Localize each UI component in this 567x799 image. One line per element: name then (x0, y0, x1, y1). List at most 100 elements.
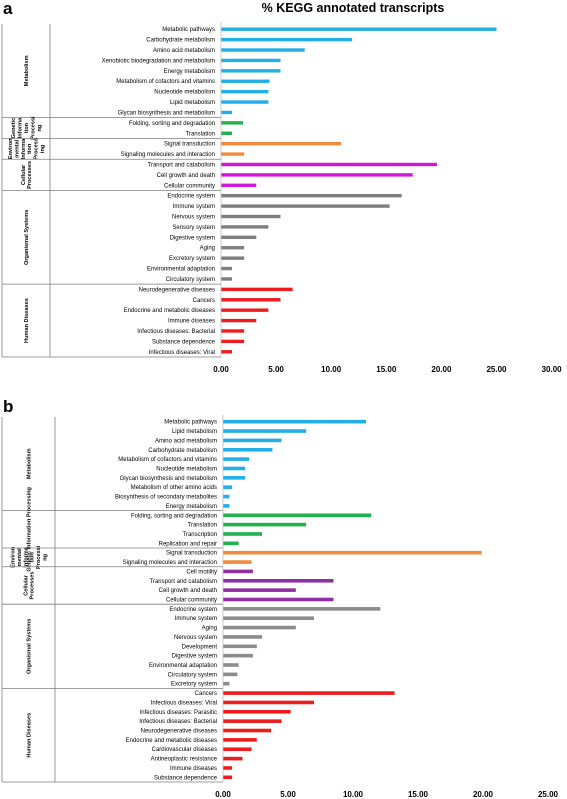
bar (221, 58, 281, 63)
x-tick-label: 20.00 (431, 365, 452, 374)
category-label: Circulatory system (166, 277, 215, 283)
bar (223, 513, 372, 518)
category-label: Glycan biosynthesis and metabolism (118, 110, 215, 116)
group-label-line: Processes (27, 161, 33, 189)
category-label: Carbohydrate metabolism (146, 38, 215, 44)
bar (221, 339, 245, 344)
category-label: Endocrine system (167, 194, 215, 200)
category-label: Amino acid metabolism (153, 48, 215, 54)
category-label: Nucleotide metabolism (156, 466, 217, 472)
category-label: Excretory system (171, 682, 217, 688)
category-label: Cell growth and death (159, 588, 217, 594)
category-label: Metabolism of cofactors and vitamins (116, 79, 215, 85)
x-tick-label: 10.00 (321, 365, 342, 374)
bar (221, 318, 257, 323)
group-label-line: ng (43, 553, 49, 560)
bar (223, 419, 366, 424)
bar (221, 27, 497, 31)
group-label-line: tion (24, 122, 30, 133)
panel-a-title: % KEGG annotated transcripts (262, 1, 445, 15)
bar (221, 69, 281, 73)
x-tick-label: 5.00 (280, 790, 296, 799)
bar (221, 308, 269, 312)
bar (221, 141, 342, 146)
category-label: Neurodegenerative diseases (139, 287, 215, 293)
bar (223, 541, 239, 546)
bar (221, 48, 305, 52)
group-label: Organismal Systems (24, 210, 30, 265)
bar (223, 578, 334, 583)
category-label: Immune diseases (168, 319, 215, 325)
category-label: Aging (202, 626, 217, 632)
bar (223, 485, 233, 489)
group-label: Metabolism (24, 55, 30, 86)
bar (221, 235, 257, 240)
bar (223, 663, 239, 667)
bar (223, 429, 307, 433)
group-label: Organismal Systems (27, 619, 33, 674)
bar (221, 204, 390, 208)
group-label: Metabolism (27, 448, 33, 479)
bar (223, 700, 314, 705)
category-label: Translation (188, 523, 217, 529)
bar (221, 350, 233, 354)
bar (221, 266, 233, 271)
category-label: Endocrine and metabolic diseases (124, 308, 215, 314)
category-label: Energy metabolism (164, 69, 215, 75)
bar (223, 644, 257, 649)
group-label-line: Process (34, 138, 40, 160)
group-label-line: Processes (30, 571, 36, 599)
category-label: Cellular community (166, 598, 217, 604)
category-label: Transcription (183, 532, 217, 538)
bar (223, 738, 257, 742)
bar (221, 152, 245, 156)
x-tick-label: 15.00 (376, 365, 397, 374)
x-tick-label: 30.00 (542, 365, 563, 374)
group-label-line: ng (37, 124, 43, 131)
category-label: Cell growth and death (157, 173, 215, 179)
category-label: Cancers (193, 298, 215, 304)
category-label: Transport and catabolism (150, 579, 217, 585)
category-label: Cell motility (186, 569, 217, 575)
x-tick-label: 10.00 (343, 790, 364, 799)
bar (223, 550, 482, 555)
category-label: Cellular community (164, 183, 215, 189)
category-label: Signaling molecules and interaction (123, 560, 217, 566)
group-label-line: ing (40, 144, 46, 153)
x-tick-label: 25.00 (486, 365, 507, 374)
category-label: Digestive system (172, 654, 217, 660)
category-label: Aging (200, 246, 215, 252)
bar (221, 131, 233, 135)
bar (223, 653, 253, 658)
category-label: Cancers (195, 691, 217, 697)
category-label: Endocrine system (169, 607, 217, 613)
bar (221, 110, 233, 115)
category-label: Metabolic pathways (162, 27, 215, 33)
panel-b-chart: Metabolism Metabolic pathways Lipid metabo… (1, 415, 559, 799)
bar (223, 756, 243, 761)
group-label-line: Informa (21, 138, 27, 159)
group-label: Human Diseases (27, 713, 33, 758)
x-tick-label: 0.00 (213, 365, 229, 374)
category-label: Amino acid metabolism (155, 438, 217, 444)
category-label: Nervous system (172, 215, 215, 221)
bar (221, 329, 245, 333)
bar (221, 37, 353, 42)
category-label: Translation (186, 131, 215, 137)
bar (223, 588, 296, 592)
bar (221, 100, 269, 104)
category-label: Nervous system (174, 635, 217, 641)
category-label: Environmental adaptation (149, 663, 217, 669)
bar (223, 597, 334, 602)
bar (223, 710, 291, 714)
group-label-line: Cellular (21, 164, 27, 185)
group-label-line: Informa (23, 546, 29, 567)
group-label-line: Processi (36, 545, 42, 569)
category-label: Development (182, 644, 218, 650)
category-label: Transport and catabolism (148, 162, 215, 168)
group-label-line: tion (27, 143, 33, 154)
category-label: Immune system (173, 204, 215, 210)
category-label: Biosynthesis of secondary metabolites (115, 495, 217, 501)
bar (223, 691, 395, 695)
